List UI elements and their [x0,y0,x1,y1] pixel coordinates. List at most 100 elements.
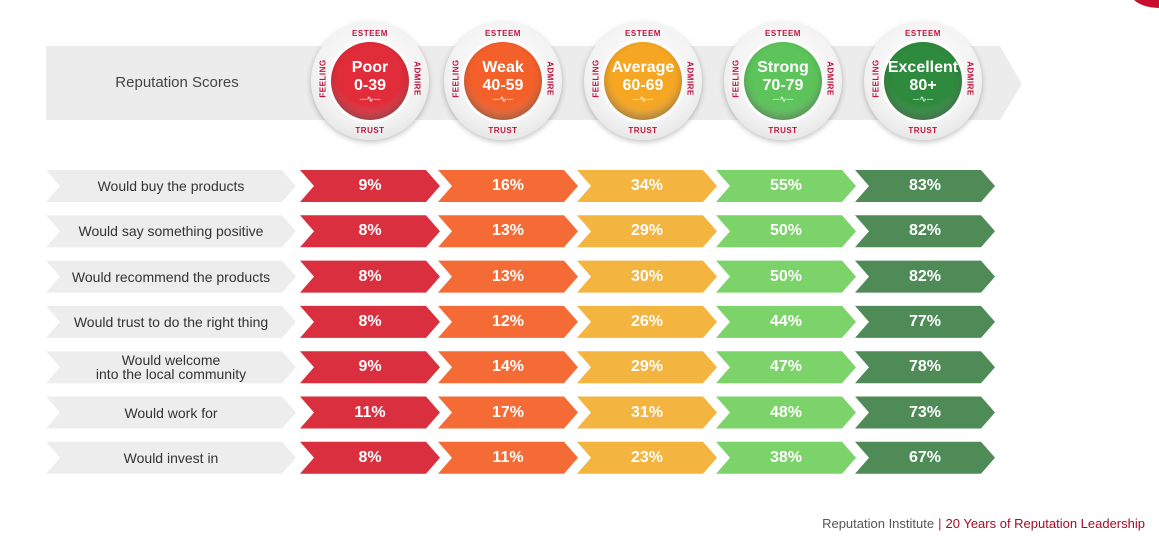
row-label: Would buy the products [46,170,296,202]
value-cell: 8% [358,448,382,466]
score-badge-excellent: ESTEEM TRUST FEELING ADMIRE Excellent 80+ ─∿─ [864,22,982,140]
badge-range: 40-59 [482,76,524,94]
badge-name: Excellent [887,58,959,76]
value-cell-shape [855,260,995,293]
value-cell: 11% [354,403,386,421]
ring-label-bottom: TRUST [908,126,938,135]
reputation-scores-title: Reputation Scores [115,74,239,91]
value-cell: 82% [908,222,942,240]
value-cell-shape [855,441,995,474]
value-cell-shape [300,396,440,429]
value-cell: 67% [908,448,942,466]
ring-label-left: FEELING [731,59,741,98]
row-label-chevron [46,351,296,384]
value-cell: 29% [630,222,664,240]
heartbeat-icon: ─∿─ [912,93,934,104]
value-cell-shape [716,441,856,474]
value-cell-shape [577,396,717,429]
badge-name: Weak [482,58,524,76]
value-cell-shape [716,170,856,202]
badge-name: Average [611,58,675,76]
score-badge-poor: ESTEEM TRUST FEELING ADMIRE Poor 0-39 ─∿─ [311,22,429,140]
row-label: Would say something positive [46,215,296,247]
value-cell: 13% [491,267,525,285]
badge-name: Strong [757,58,809,76]
value-cell-shape [577,170,717,202]
score-badge-average: ESTEEM TRUST FEELING ADMIRE Average 60-69 ─∿─ [584,22,702,140]
heartbeat-icon: ─∿─ [772,93,794,104]
row-label-text: Would buy the products [98,179,245,193]
heartbeat-icon: ─∿─ [492,93,514,104]
score-badge-weak: ESTEEM TRUST FEELING ADMIRE Weak 40-59 ─∿─ [444,22,562,140]
value-cell: 83% [908,177,942,194]
value-cell-shape [577,351,717,384]
value-cell: 82% [908,267,942,285]
value-cell-shape [716,260,856,293]
footer: Reputation Institute | 20 Years of Reputat… [822,516,1145,531]
value-cell: 55% [769,177,803,194]
value-cell: 8% [358,312,382,330]
ring-label-right: ADMIRE [412,61,422,96]
row-label-line: Would invest in [123,449,219,466]
value-cell: 50% [769,267,803,285]
row-label-text: Would recommend the products [72,270,270,284]
ring-label-bottom: TRUST [768,126,798,135]
row-label-line: Would work for [124,404,218,421]
value-cell-shape [716,215,856,248]
ring-label-bottom: TRUST [355,126,385,135]
row-label-line: Would say something positive [78,223,264,240]
value-cell-shape [438,170,578,202]
row-label: Would trust to do the right thing [46,306,296,338]
row-label-text: Would welcome into the local community [96,353,246,381]
ring-label-top: ESTEEM [625,29,661,38]
row-label: Would recommend the products [46,261,296,293]
row-label-text: Would say something positive [79,224,264,238]
value-cell: 26% [630,312,664,330]
value-cell: 9% [358,358,382,376]
value-cell-shape [716,396,856,429]
row-label-chevron [46,396,296,429]
value-cell: 8% [358,222,382,240]
ring-label-top: ESTEEM [765,29,801,38]
score-badge-strong: ESTEEM TRUST FEELING ADMIRE Strong 70-79 ─∿─ [724,22,842,140]
ring-label-right: ADMIRE [685,61,695,96]
footer-brand: Reputation Institute [822,516,935,531]
value-cell-shape [855,215,995,248]
corner-accent [1129,0,1159,8]
row-label-line: Would trust to do the right thing [73,313,269,330]
ring-label-top: ESTEEM [485,29,521,38]
value-cell-shape [855,170,995,202]
value-cell-shape [577,215,717,248]
value-cell-shape [300,305,440,338]
heartbeat-icon: ─∿─ [632,93,654,104]
row-label-line: Would recommend the products [71,268,271,285]
value-cell-shape [577,305,717,338]
ring-label-right: ADMIRE [825,61,835,96]
value-cell-shape [300,260,440,293]
value-cell: 73% [908,403,942,421]
value-cell-shape [855,351,995,384]
badge-name: Poor [351,58,389,76]
row-label: Would welcome into the local community [46,351,296,383]
ring-label-top: ESTEEM [352,29,388,38]
value-cell: 9% [358,177,382,194]
value-cell: 14% [491,358,525,376]
value-cell-shape [855,305,995,338]
value-cell-shape [438,260,578,293]
value-cell-shape [438,215,578,248]
row-label-line: into the local community [95,366,247,383]
value-cell-shape [577,441,717,474]
row-label-chevron [46,441,296,474]
ring-label-bottom: TRUST [628,126,658,135]
value-cell: 31% [630,403,664,421]
value-cell-shape [716,305,856,338]
badge-range: 0-39 [353,76,387,94]
value-cell: 34% [630,177,664,194]
value-cell-shape [438,351,578,384]
ring-label-top: ESTEEM [905,29,941,38]
value-cell: 44% [769,312,803,330]
badge-core: Strong 70-79 ─∿─ [744,42,822,120]
row-label-text: Would work for [124,406,217,420]
value-cell: 12% [491,312,525,330]
value-cell: 29% [630,358,664,376]
